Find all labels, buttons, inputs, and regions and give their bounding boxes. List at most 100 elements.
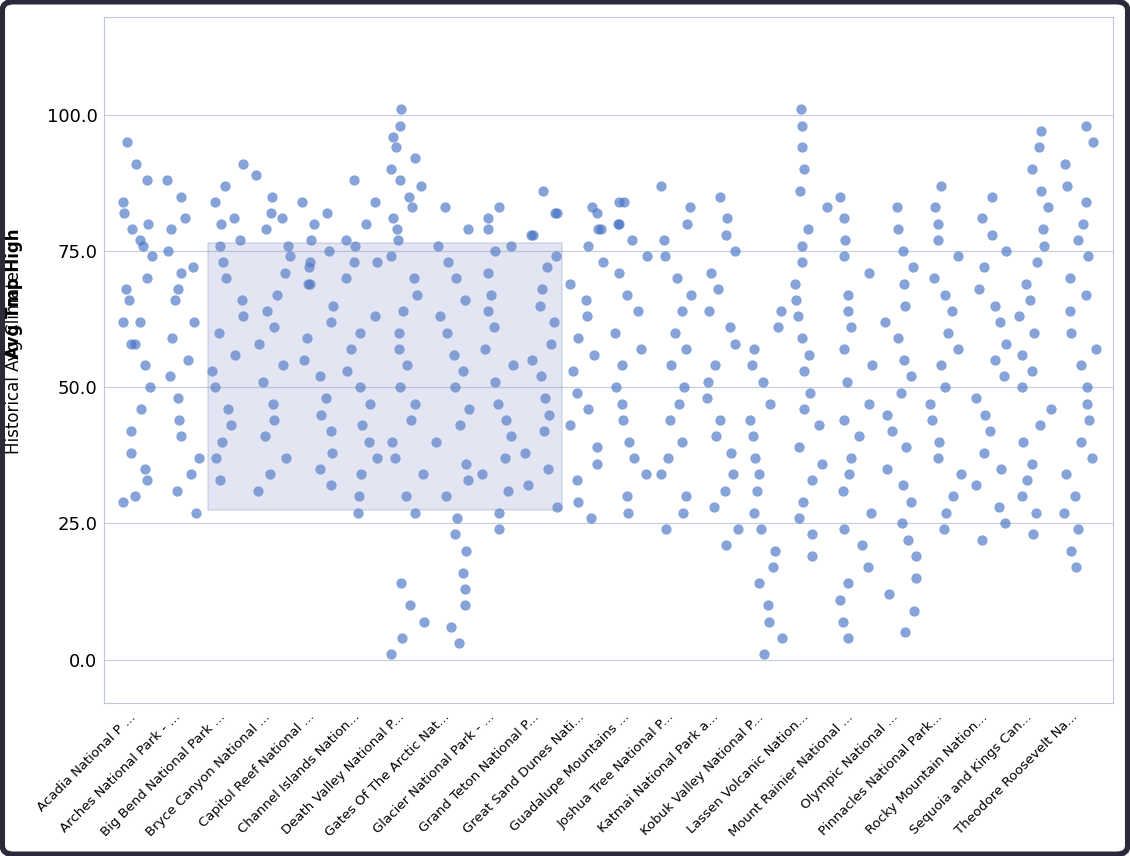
Point bbox=[1020, 294, 1038, 307]
Point bbox=[341, 342, 359, 356]
Point bbox=[302, 234, 320, 247]
Point bbox=[139, 217, 157, 230]
Point bbox=[929, 451, 947, 465]
Point bbox=[949, 250, 967, 264]
Point bbox=[268, 288, 286, 301]
Point bbox=[216, 179, 234, 193]
Point bbox=[904, 260, 922, 274]
Point bbox=[676, 380, 694, 394]
Point bbox=[706, 430, 724, 443]
Point bbox=[476, 342, 494, 356]
Point bbox=[540, 407, 558, 421]
Point bbox=[997, 336, 1015, 350]
Point bbox=[273, 211, 292, 225]
Point bbox=[673, 506, 692, 520]
Point bbox=[172, 430, 190, 443]
Point bbox=[258, 223, 276, 236]
Point bbox=[970, 282, 988, 296]
Point bbox=[210, 473, 228, 487]
Point bbox=[457, 582, 475, 596]
Point bbox=[697, 391, 715, 405]
Point bbox=[226, 348, 244, 361]
Point bbox=[394, 304, 412, 318]
Point bbox=[789, 310, 807, 324]
Point bbox=[878, 407, 896, 421]
Point bbox=[1023, 457, 1041, 471]
Point bbox=[1042, 402, 1060, 416]
Point bbox=[322, 479, 340, 492]
Point bbox=[580, 402, 598, 416]
Point bbox=[924, 271, 942, 285]
Point bbox=[496, 451, 514, 465]
Point bbox=[160, 370, 179, 383]
Point bbox=[937, 288, 955, 301]
Point bbox=[699, 304, 718, 318]
Point bbox=[1058, 179, 1076, 193]
Point bbox=[990, 500, 1008, 514]
Point bbox=[967, 391, 985, 405]
Point bbox=[384, 211, 402, 225]
Point bbox=[939, 326, 957, 340]
Point bbox=[346, 239, 364, 253]
Text: Avg Tmp High: Avg Tmp High bbox=[5, 229, 23, 491]
Point bbox=[1027, 506, 1045, 520]
Point bbox=[793, 331, 811, 345]
Point bbox=[983, 190, 1001, 204]
Point bbox=[760, 615, 779, 628]
Point bbox=[1080, 413, 1098, 427]
Point bbox=[814, 457, 832, 471]
Point bbox=[122, 446, 140, 460]
Point bbox=[1058, 467, 1076, 481]
Point bbox=[521, 228, 539, 241]
Point bbox=[588, 440, 606, 454]
Point bbox=[706, 359, 724, 372]
Point bbox=[188, 506, 206, 520]
Point bbox=[588, 457, 606, 471]
Point bbox=[609, 217, 627, 230]
Point bbox=[459, 473, 477, 487]
Point bbox=[876, 315, 894, 329]
Point bbox=[838, 304, 857, 318]
Point bbox=[264, 413, 282, 427]
Point bbox=[716, 484, 734, 497]
Point bbox=[144, 250, 162, 264]
Point bbox=[251, 336, 269, 350]
Point bbox=[257, 430, 275, 443]
Point bbox=[793, 140, 811, 154]
Point bbox=[755, 647, 773, 661]
Point bbox=[1067, 560, 1085, 574]
Point bbox=[997, 244, 1015, 258]
Point bbox=[878, 462, 896, 476]
Point bbox=[1078, 380, 1096, 394]
Point bbox=[838, 631, 857, 645]
Point bbox=[311, 370, 329, 383]
Point bbox=[1057, 157, 1075, 170]
Point bbox=[1062, 326, 1080, 340]
Point bbox=[353, 419, 371, 432]
Point bbox=[623, 234, 641, 247]
Point bbox=[206, 195, 224, 209]
Point bbox=[618, 490, 636, 503]
Point bbox=[1012, 490, 1031, 503]
Point bbox=[382, 163, 400, 176]
Point bbox=[538, 260, 556, 274]
Point bbox=[398, 359, 416, 372]
Point bbox=[922, 413, 940, 427]
Point bbox=[1072, 359, 1090, 372]
Point bbox=[1061, 304, 1079, 318]
Point bbox=[614, 413, 632, 427]
Point bbox=[458, 457, 476, 471]
Point bbox=[668, 271, 686, 285]
Point bbox=[887, 200, 905, 214]
Point bbox=[610, 266, 628, 280]
Point bbox=[560, 419, 579, 432]
Point bbox=[163, 331, 181, 345]
Point bbox=[397, 490, 415, 503]
Point bbox=[1069, 522, 1087, 536]
Point bbox=[562, 276, 580, 290]
Point bbox=[323, 446, 341, 460]
Text: Historical Avg Climate: Historical Avg Climate bbox=[5, 266, 23, 455]
Point bbox=[408, 288, 426, 301]
Point bbox=[445, 527, 463, 541]
Point bbox=[659, 451, 677, 465]
